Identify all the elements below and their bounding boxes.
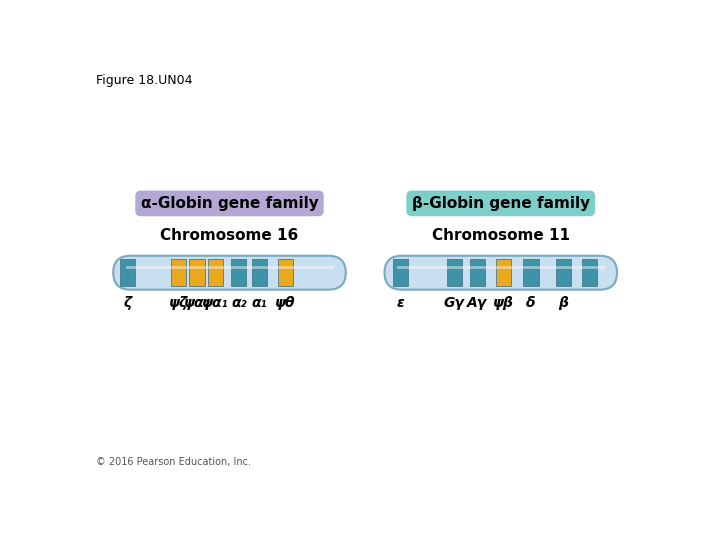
Bar xyxy=(495,260,510,286)
Text: Figure 18.UN04: Figure 18.UN04 xyxy=(96,74,193,87)
Text: ψα₂: ψα₂ xyxy=(184,296,210,310)
Bar xyxy=(120,260,135,286)
Text: ψθ: ψθ xyxy=(275,296,295,310)
Bar xyxy=(231,260,246,286)
Text: α-Globin gene family: α-Globin gene family xyxy=(140,196,318,211)
Bar xyxy=(189,260,204,286)
Bar xyxy=(278,260,293,286)
Text: ψβ: ψβ xyxy=(492,296,513,310)
Text: ψα₁: ψα₁ xyxy=(202,296,229,310)
FancyBboxPatch shape xyxy=(384,256,617,289)
Bar xyxy=(446,260,462,286)
Text: Chromosome 11: Chromosome 11 xyxy=(432,228,570,243)
Bar xyxy=(556,260,571,286)
Text: α₂: α₂ xyxy=(231,296,247,310)
Text: Chromosome 16: Chromosome 16 xyxy=(161,228,299,243)
Text: ζ: ζ xyxy=(123,296,131,310)
Text: β: β xyxy=(559,296,569,310)
Text: Gγ: Gγ xyxy=(444,296,464,310)
FancyBboxPatch shape xyxy=(113,256,346,289)
Text: α₁: α₁ xyxy=(252,296,268,310)
Bar xyxy=(208,260,223,286)
Text: ψζ: ψζ xyxy=(168,296,188,310)
Text: δ: δ xyxy=(526,296,536,310)
Bar xyxy=(393,260,408,286)
Bar xyxy=(470,260,485,286)
Bar xyxy=(171,260,186,286)
Bar xyxy=(252,260,267,286)
Bar xyxy=(523,260,539,286)
Text: © 2016 Pearson Education, Inc.: © 2016 Pearson Education, Inc. xyxy=(96,457,251,467)
Text: ε: ε xyxy=(397,296,405,310)
Text: β-Globin gene family: β-Globin gene family xyxy=(412,196,590,211)
Bar xyxy=(582,260,597,286)
Text: Aγ: Aγ xyxy=(467,296,487,310)
